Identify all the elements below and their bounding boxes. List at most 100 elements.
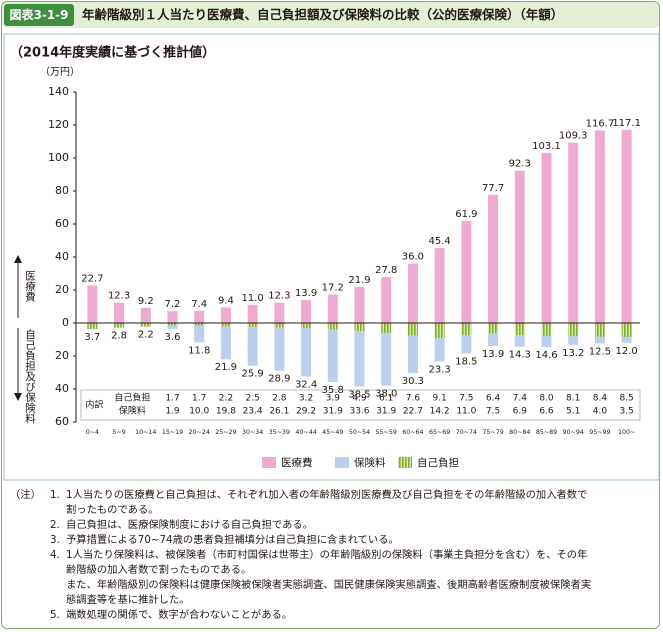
total-label: 18.5	[455, 357, 477, 368]
x-tick-label: 95~99	[589, 429, 610, 436]
bar	[488, 333, 499, 346]
y-tick-label: 40	[55, 250, 69, 263]
bar	[87, 285, 98, 323]
value-label: 12.3	[268, 291, 290, 302]
bar	[407, 323, 418, 336]
x-tick-label: 90~94	[563, 429, 584, 436]
bar	[274, 323, 285, 328]
bar	[541, 323, 552, 337]
bar	[301, 323, 312, 329]
breakdown-value: 7.6	[406, 394, 421, 404]
x-tick-label: 5~9	[112, 429, 125, 436]
breakdown-value: 19.8	[216, 407, 236, 417]
value-label: 92.3	[509, 159, 531, 170]
legend-label: 自己負担	[417, 456, 459, 469]
bar	[594, 323, 605, 337]
bar	[140, 307, 151, 323]
total-label: 38.5	[348, 390, 370, 401]
breakdown-row-label: 保険料	[119, 405, 146, 417]
bar	[461, 220, 472, 323]
breakdown-value: 29.2	[296, 407, 316, 417]
breakdown-value: 1.7	[192, 394, 206, 404]
breakdown-value: 8.5	[619, 394, 633, 404]
total-label: 12.0	[616, 346, 638, 357]
bar	[381, 277, 392, 323]
breakdown-value: 2.5	[245, 394, 259, 404]
value-label: 22.7	[81, 274, 103, 285]
value-label: 103.1	[532, 141, 561, 152]
bar	[434, 323, 445, 339]
note-line: 自己負担は、医療保険制度における自己負担である。	[66, 519, 314, 531]
total-label: 25.9	[242, 369, 264, 380]
breakdown-value: 8.1	[566, 394, 580, 404]
note-number: 2.	[50, 519, 60, 531]
notes: （注） 1. 1人当たりの医療費と自己負担は、それぞれ加入者の年齢階級別医療費及び自…	[10, 488, 655, 623]
bar	[461, 323, 472, 336]
breakdown-value: 3.9	[326, 394, 341, 404]
note-line: 1人当たり保険料は、被保険者（市町村国保は世帯主）の年齢階級別の保険料（事業主負…	[66, 549, 588, 561]
breakdown-value: 23.4	[243, 407, 263, 417]
bar	[220, 326, 231, 360]
x-tick-label: 75~79	[482, 429, 503, 436]
total-label: 14.6	[535, 350, 557, 361]
breakdown-value: 1.9	[165, 407, 180, 417]
x-tick-label: 30~34	[242, 429, 263, 436]
y-tick-label: 20	[55, 349, 69, 362]
value-label: 9.4	[218, 295, 234, 306]
note-body: 1人当たり保険料は、被保険者（市町村国保は世帯主）の年齢階級別の保険料（事業主負…	[66, 548, 591, 608]
breakdown-value: 1.7	[165, 394, 179, 404]
total-label: 38.0	[375, 389, 397, 400]
bar	[167, 311, 178, 323]
chart: 図表3-1-9 年齢階級別１人当たり医療費、自己負担額及び保険料の比較（公的医療…	[2, 2, 660, 481]
note-item: 4. 1人当たり保険料は、被保険者（市町村国保は世帯主）の年齢階級別の保険料（事業…	[10, 548, 655, 608]
value-label: 9.2	[138, 296, 154, 307]
note-body: 自己負担は、医療保険制度における自己負担である。	[66, 518, 313, 533]
total-label: 14.3	[509, 350, 531, 361]
legend-label: 保険料	[354, 456, 386, 469]
bar	[514, 170, 525, 323]
breakdown-value: 5.1	[566, 407, 580, 417]
header-label-box	[4, 4, 74, 26]
note-number: 5.	[50, 609, 60, 621]
breakdown-value: 31.9	[323, 407, 343, 417]
value-label: 61.9	[455, 209, 477, 220]
bar	[514, 323, 525, 336]
total-label: 11.8	[188, 345, 210, 356]
breakdown-value: 31.9	[376, 407, 396, 417]
y-tick-label: 60	[55, 415, 69, 428]
note-line: 割ったものである。	[66, 504, 159, 516]
y-tick-label: 60	[55, 217, 69, 230]
note-item: （注） 1. 1人当たりの医療費と自己負担は、それぞれ加入者の年齢階級別医療費及び自…	[10, 488, 655, 518]
x-tick-label: 100~	[618, 429, 635, 436]
breakdown-value: 6.1	[379, 394, 393, 404]
breakdown-value: 33.6	[349, 407, 369, 417]
bar	[274, 327, 285, 371]
bar	[301, 328, 312, 377]
bar	[621, 323, 632, 338]
value-label: 27.8	[375, 265, 397, 276]
bar	[247, 323, 258, 328]
y-tick-label: 140	[48, 85, 69, 98]
value-label: 21.9	[348, 275, 370, 286]
breakdown-value: 4.0	[593, 407, 608, 417]
legend-swatch	[335, 457, 349, 468]
bar	[514, 335, 525, 347]
breakdown-value: 10.0	[189, 407, 209, 417]
bar	[114, 323, 125, 328]
note-line: 予算措置による70~74歳の患者負担補填分は自己負担に含まれている。	[66, 534, 399, 546]
note-number: 1.	[50, 489, 60, 501]
x-tick-label: 0~4	[86, 429, 99, 436]
value-label: 17.2	[322, 283, 344, 294]
value-label: 109.3	[559, 131, 588, 142]
note-item: 2. 自己負担は、医療保険制度における自己負担である。	[10, 518, 655, 533]
value-label: 77.7	[482, 183, 504, 194]
breakdown-value: 2.2	[219, 394, 233, 404]
x-tick-label: 40~44	[295, 429, 316, 436]
bar	[594, 130, 605, 323]
breakdown-value: 4.9	[352, 394, 367, 404]
bar	[407, 335, 418, 373]
bar	[301, 300, 312, 323]
header-bar	[2, 2, 659, 28]
y-label-up: 医療費	[24, 270, 36, 302]
bar	[167, 325, 178, 329]
